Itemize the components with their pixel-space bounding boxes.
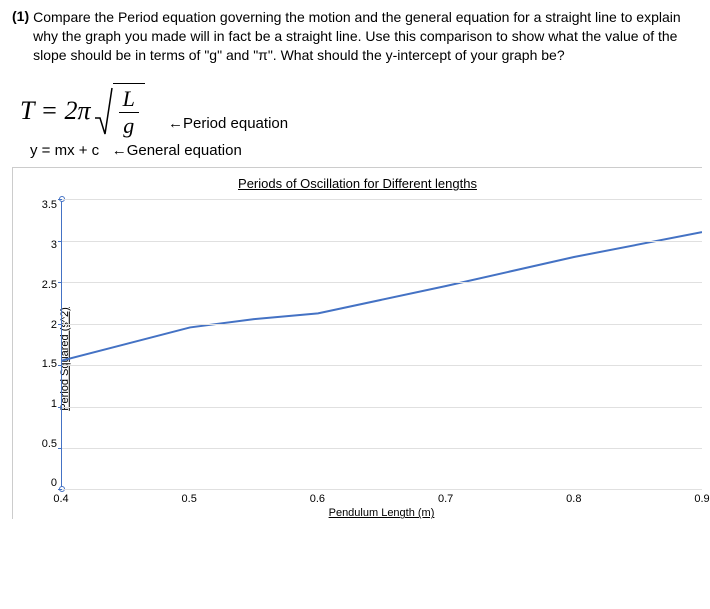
gridline xyxy=(62,407,702,408)
y-tick-label: 0.5 xyxy=(42,438,57,450)
y-tick-label: 0 xyxy=(51,477,57,489)
y-axis-ticks: 3.5 3 2.5 2 1.5 1 0.5 0 xyxy=(33,199,61,489)
sqrt-expression: L g xyxy=(95,83,145,140)
x-axis-label: Pendulum Length (m) xyxy=(61,507,702,519)
period-equation-label: ←Period equation xyxy=(168,115,698,132)
x-tick-label: 0.5 xyxy=(182,493,197,505)
x-tick-label: 0.4 xyxy=(53,493,68,505)
x-tick-label: 0.6 xyxy=(310,493,325,505)
question-block: (1) Compare the Period equation governin… xyxy=(12,8,698,65)
y-tick-label: 3 xyxy=(51,239,57,251)
equation-area: T = 2π L g ←Period equation y = mx + c ←… xyxy=(20,83,698,160)
plot-area xyxy=(61,199,702,489)
chart-title: Periods of Oscillation for Different len… xyxy=(13,176,702,191)
x-tick-label: 0.9 xyxy=(694,493,709,505)
period-lhs: T = 2π xyxy=(20,96,91,126)
sqrt-symbol xyxy=(95,83,113,140)
question-text: Compare the Period equation governing th… xyxy=(33,8,698,65)
y-tick-label: 1.5 xyxy=(42,358,57,370)
general-equation-label: ←General equation xyxy=(112,142,242,159)
gridline xyxy=(62,448,702,449)
gridline xyxy=(62,282,702,283)
data-line xyxy=(62,199,702,489)
y-tick-label: 2 xyxy=(51,319,57,331)
fraction-numerator: L xyxy=(119,86,139,113)
chart: Periods of Oscillation for Different len… xyxy=(12,167,702,519)
gridline xyxy=(62,199,702,200)
y-tick-label: 2.5 xyxy=(42,279,57,291)
fraction: L g xyxy=(113,83,145,140)
fraction-denominator: g xyxy=(119,113,138,139)
y-tick-label: 1 xyxy=(51,398,57,410)
y-tick-label: 3.5 xyxy=(42,199,57,211)
y-axis-label-wrap: Period Squared (s^2) xyxy=(13,199,33,519)
gridline xyxy=(62,324,702,325)
gridline xyxy=(62,365,702,366)
general-equation-line: y = mx + c ←General equation xyxy=(30,142,698,159)
gridline xyxy=(62,241,702,242)
x-tick-label: 0.7 xyxy=(438,493,453,505)
general-equation: y = mx + c xyxy=(30,142,99,159)
x-tick-label: 0.8 xyxy=(566,493,581,505)
question-number: (1) xyxy=(12,8,33,65)
x-axis-ticks: 0.40.50.60.70.80.9 xyxy=(61,489,702,505)
